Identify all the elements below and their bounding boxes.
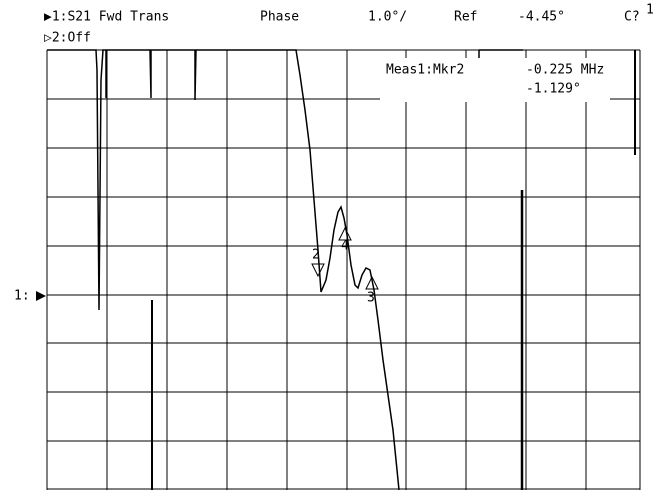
- grid: [46, 49, 641, 490]
- channel1: ▶1:S21 Fwd Trans: [44, 10, 169, 25]
- marker-label: 1: [646, 3, 654, 18]
- marker-label: 3: [367, 291, 375, 306]
- readout-stimulus: -0.225 MHz: [526, 63, 604, 78]
- marker-symbols: [311, 226, 379, 290]
- readout-label: Meas1:Mkr2: [386, 63, 464, 78]
- trace: [47, 49, 636, 490]
- status: C?: [624, 10, 640, 25]
- scale: 1.0°/: [368, 10, 407, 25]
- ref-label: Ref: [454, 10, 477, 25]
- ref-arrow: [36, 291, 46, 301]
- marker-label: 4: [341, 239, 349, 254]
- channel2: ▷2:Off: [44, 31, 91, 46]
- readout-response: -1.129°: [526, 82, 581, 97]
- readout-bg: [380, 58, 610, 102]
- marker-label: 2: [312, 248, 320, 263]
- ref-value: -4.45°: [518, 10, 565, 25]
- ref-marker: 1:: [14, 289, 30, 304]
- format: Phase: [260, 10, 299, 25]
